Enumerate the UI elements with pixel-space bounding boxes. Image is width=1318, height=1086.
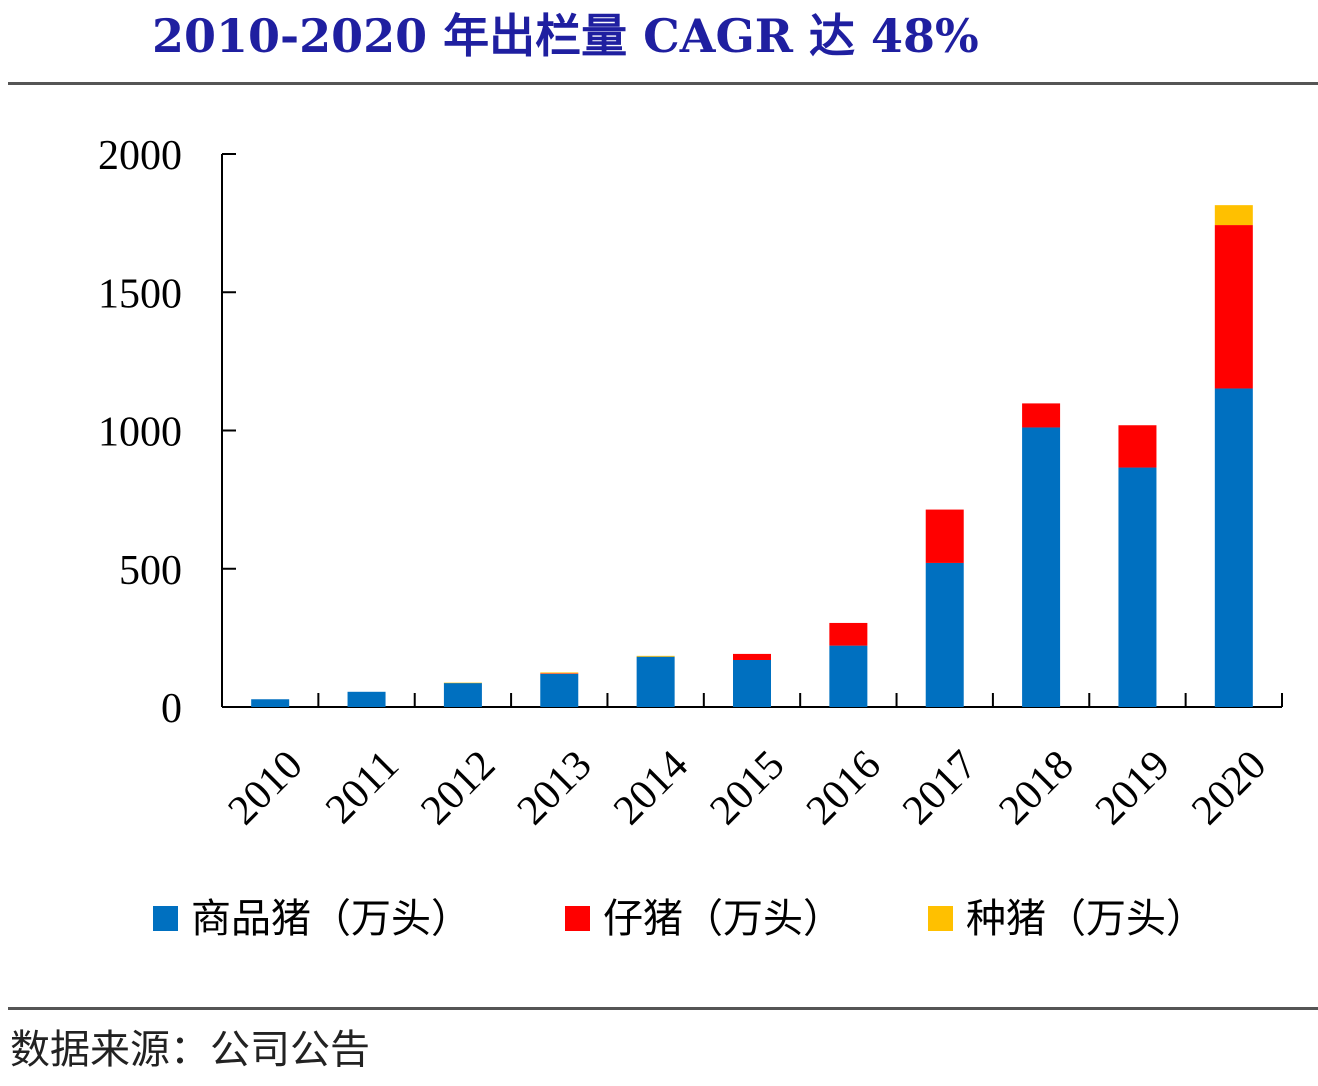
x-tick-label-2018: 2018 <box>991 742 1083 834</box>
source-divider <box>8 1007 1318 1010</box>
bar-segment-2020-s2 <box>1214 205 1253 226</box>
y-tick-label: 0 <box>161 686 182 732</box>
bar-segment-2020-s0 <box>1214 388 1253 707</box>
bar-segment-2011-s0 <box>347 691 386 707</box>
bar-segment-2013-s2 <box>540 672 579 674</box>
bar-segment-2018-s0 <box>1022 427 1061 707</box>
x-tick-label-2017: 2017 <box>894 742 986 834</box>
x-tick-label-2020: 2020 <box>1183 742 1275 834</box>
bar-segment-2016-s1 <box>829 622 868 646</box>
legend-swatch <box>153 906 178 931</box>
bar-segment-2013-s0 <box>540 673 579 707</box>
bar-segment-2010-s0 <box>251 699 290 707</box>
chart-title: 2010-2020 年出栏量 CAGR 达 48% <box>152 9 979 63</box>
bar-segment-2019-s0 <box>1118 467 1157 707</box>
x-tick-labels: 2010 2011 2012 2013 2014 2015 2016 2017 2018 2019… <box>220 742 1276 834</box>
x-tick-label-2012: 2012 <box>412 742 504 834</box>
y-tick-label: 1500 <box>98 271 182 317</box>
x-tick-label-2016: 2016 <box>798 742 890 834</box>
title-divider <box>8 82 1318 85</box>
y-tick-label: 2000 <box>98 133 182 179</box>
legend: 商品猪（万头） 仔猪（万头） 种猪（万头） <box>153 896 1206 942</box>
bar-segment-2017-s1 <box>925 509 964 563</box>
legend-swatch <box>928 906 953 931</box>
legend-item-2: 种猪（万头） <box>928 896 1206 942</box>
bar-segment-2015-s0 <box>733 659 771 707</box>
bar-segment-2019-s1 <box>1118 425 1157 468</box>
axes: 0 500 1000 1500 2000 <box>98 133 1283 732</box>
legend-swatch <box>565 906 590 931</box>
x-tick-label-2010: 2010 <box>220 742 312 834</box>
x-tick-label-2014: 2014 <box>605 742 697 834</box>
legend-item-1: 仔猪（万头） <box>565 896 843 942</box>
bar-segment-2013-s1 <box>540 673 579 674</box>
bar-segment-2020-s1 <box>1214 225 1253 389</box>
y-tick-label: 500 <box>119 548 182 594</box>
bar-segment-2015-s1 <box>733 653 771 660</box>
bar-segment-2014-s2 <box>636 655 675 657</box>
source-note: 数据来源：公司公告 <box>10 1027 370 1073</box>
x-tick-label-2019: 2019 <box>1087 742 1179 834</box>
bar-segment-2018-s1 <box>1022 403 1061 428</box>
bar-segment-2012-s0 <box>443 682 482 707</box>
bar-segment-2012-s2 <box>443 682 482 684</box>
x-tick-label-2011: 2011 <box>317 742 408 833</box>
legend-label: 仔猪（万头） <box>603 896 843 942</box>
x-tick-label-2015: 2015 <box>702 742 794 834</box>
bars <box>251 205 1253 707</box>
legend-label: 商品猪（万头） <box>191 896 471 942</box>
x-tick-label-2013: 2013 <box>509 742 601 834</box>
bar-segment-2014-s0 <box>636 656 675 707</box>
bar-segment-2017-s0 <box>925 562 964 707</box>
legend-item-0: 商品猪（万头） <box>153 896 471 942</box>
bar-segment-2016-s0 <box>829 645 868 707</box>
y-tick-label: 1000 <box>98 410 182 456</box>
legend-label: 种猪（万头） <box>966 896 1206 942</box>
